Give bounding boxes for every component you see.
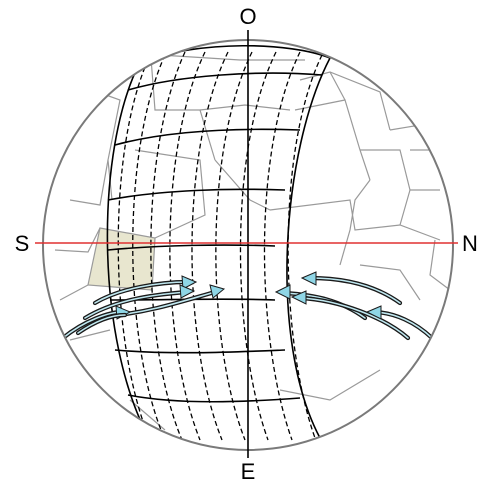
highlight-cell — [87, 227, 156, 291]
label-top: O — [239, 4, 256, 29]
arrow-right-4 — [365, 305, 435, 341]
plate-outlines — [54, 44, 451, 431]
arrow-left-5 — [75, 312, 128, 336]
label-left: S — [15, 231, 30, 256]
arrow-right-3 — [290, 290, 411, 341]
arrows-right-group — [274, 271, 435, 341]
arrow-left-1 — [92, 275, 198, 306]
arrow-left-2 — [82, 284, 196, 321]
label-bottom: E — [241, 459, 256, 483]
arrow-right-1 — [300, 271, 403, 306]
label-right: N — [462, 231, 478, 256]
arrows-left-group — [60, 275, 226, 341]
